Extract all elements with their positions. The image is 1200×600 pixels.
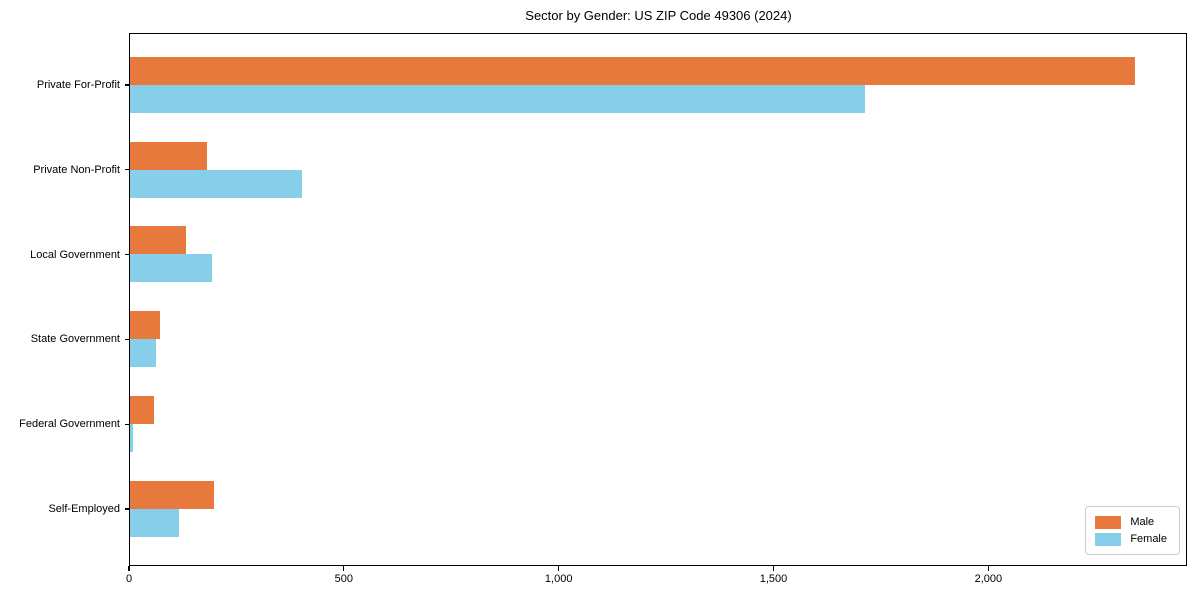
bar-male-private-for-profit: [130, 56, 1136, 85]
legend-swatch-female: [1095, 532, 1122, 546]
bar-female-private-non-profit: [130, 169, 302, 198]
bar-female-federal-government: [130, 423, 133, 452]
bar-male-federal-government: [130, 395, 154, 424]
y-tick-local-government: [124, 254, 129, 256]
bar-female-local-government: [130, 254, 212, 283]
plot-area: Male Female: [129, 33, 1187, 566]
category-label-federal-government: Federal Government: [19, 418, 120, 431]
bar-male-self-employed: [130, 480, 214, 509]
bar-female-state-government: [130, 339, 156, 368]
legend-swatch-male: [1095, 515, 1122, 529]
x-tick-1000: [558, 566, 560, 571]
x-tick-label-1500: 1,500: [759, 573, 788, 585]
x-tick-500: [343, 566, 345, 571]
bar-female-self-employed: [130, 508, 180, 537]
legend-item-female: Female: [1095, 532, 1167, 546]
category-label-state-government: State Government: [30, 333, 120, 346]
x-tick-2000: [987, 566, 989, 571]
category-label-private-for-profit: Private For-Profit: [36, 79, 120, 91]
category-label-local-government: Local Government: [30, 248, 120, 261]
legend-label-female: Female: [1130, 533, 1167, 545]
bar-male-private-non-profit: [130, 141, 208, 170]
bar-female-private-for-profit: [130, 84, 865, 113]
y-tick-private-non-profit: [124, 169, 129, 171]
y-tick-federal-government: [124, 423, 129, 425]
x-tick-0: [128, 566, 130, 571]
x-tick-label-0: 0: [125, 573, 133, 585]
legend-label-male: Male: [1130, 516, 1155, 528]
y-tick-self-employed: [124, 508, 129, 510]
x-tick-label-500: 500: [334, 573, 354, 585]
legend-item-male: Male: [1095, 515, 1167, 529]
x-tick-label-1000: 1,000: [544, 573, 573, 585]
x-tick-1500: [772, 566, 775, 571]
x-tick-label-2000: 2,000: [974, 573, 1003, 585]
bar-male-local-government: [130, 226, 186, 255]
bar-male-state-government: [130, 311, 161, 340]
category-label-private-non-profit: Private Non-Profit: [33, 163, 120, 176]
y-tick-state-government: [124, 338, 129, 340]
category-label-self-employed: Self-Employed: [48, 503, 120, 515]
y-tick-private-for-profit: [124, 84, 129, 86]
legend: Male Female: [1085, 506, 1180, 555]
chart-title: Sector by Gender: US ZIP Code 49306 (202…: [525, 8, 792, 23]
